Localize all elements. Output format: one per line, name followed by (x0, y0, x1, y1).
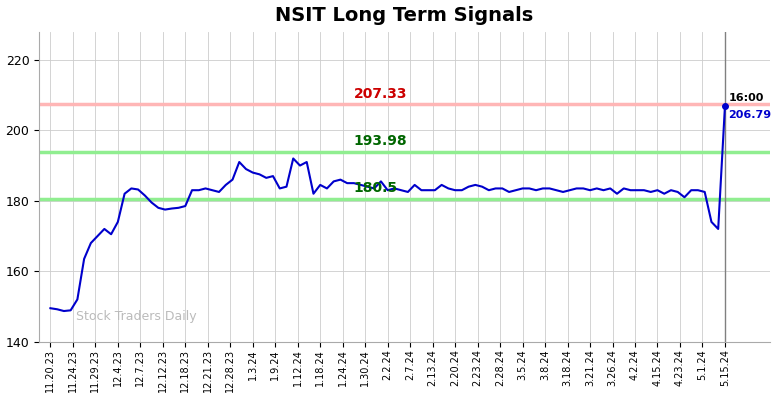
Text: 207.33: 207.33 (354, 87, 407, 101)
Title: NSIT Long Term Signals: NSIT Long Term Signals (275, 6, 534, 25)
Text: 16:00: 16:00 (728, 93, 764, 103)
Text: 206.79: 206.79 (728, 110, 771, 120)
Text: 180.5: 180.5 (354, 181, 397, 195)
Text: 193.98: 193.98 (354, 134, 407, 148)
Text: Stock Traders Daily: Stock Traders Daily (76, 310, 196, 323)
